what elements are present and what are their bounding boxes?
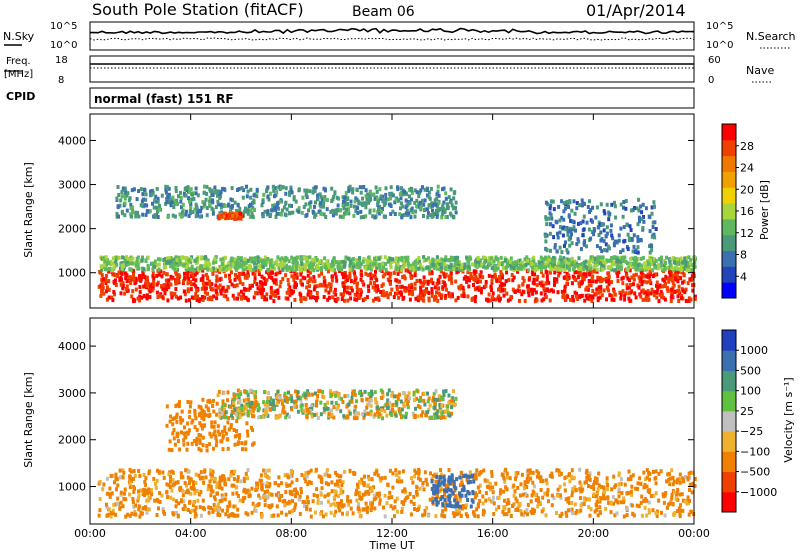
power-colorbar-tick: 8 [740,249,747,262]
cpid-mode: normal (fast) 151 RF [94,92,234,106]
power-colorbar-swatch [722,171,736,188]
noise-left-tick-bottom: 10^0 [50,40,77,51]
x-tick-label: 00:00 [74,527,106,540]
velocity-ytick-label: 1000 [58,481,86,494]
freq-label-1: Freq. [6,56,31,67]
velocity-colorbar-tick: −500 [740,466,770,479]
x-tick-label: 16:00 [477,527,509,540]
noise-right-tick-bottom: 10^0 [706,40,733,51]
power-ytick-label: 4000 [58,134,86,147]
power-colorbar-swatch [722,187,736,204]
power-colorbar-tick: 20 [740,183,754,196]
power-colorbar-swatch [722,234,736,252]
station-title: South Pole Station (fitACF) [92,0,304,19]
power-colorbar-swatch [722,203,736,220]
power-colorbar-tick: 4 [740,270,747,283]
power-colorbar: 4 8 12 16 20 24 28 [721,123,754,299]
power-band-0 [97,268,697,304]
power-ylabel: Slant Range [km] [22,162,35,258]
date-label: 01/Apr/2014 [586,1,686,20]
noise-left-tick-top: 10^5 [50,21,77,32]
x-tick-label: 08:00 [275,527,307,540]
freq-right-tick-top: 60 [708,55,721,66]
velocity-colorbar-label: Velocity [m s⁻¹] [782,377,795,462]
velocity-colorbar-swatch [722,410,736,432]
x-axis-label: Time UT [368,539,414,552]
velocity-colorbar-tick: 25 [740,405,754,418]
power-band-3 [217,211,244,221]
velocity-colorbar-tick: −1000 [740,486,777,499]
velocity-band-0 [97,467,697,519]
velocity-colorbar-swatch [722,350,736,371]
power-colorbar-tick: 24 [740,162,754,175]
noise-right-label: N.Search [746,30,796,43]
velocity-colorbar-swatch [722,330,736,351]
power-colorbar-swatch [722,250,736,267]
freq-panel-frame [89,55,695,83]
velocity-colorbar-tick: −100 [740,445,770,458]
power-band-2 [115,184,458,220]
velocity-colorbar-tick: 500 [740,364,761,377]
power-colorbar-swatch [722,155,736,172]
velocity-colorbar-tick: −25 [740,425,763,438]
power-band-1 [99,255,697,273]
velocity-ytick-label: 4000 [58,340,86,353]
velocity-colorbar-swatch [722,431,736,452]
power-colorbar-tick: 16 [740,205,754,218]
velocity-band-2 [216,388,458,421]
velocity-ytick-label: 2000 [58,434,86,447]
power-colorbar-swatch [722,218,736,236]
velocity-ytick-label: 3000 [58,387,86,400]
power-heatmap [97,184,697,304]
noise-right-tick-top: 10^5 [706,21,733,32]
noise-search-trace [89,37,695,41]
freq-label-2: [MHz] [4,69,33,80]
beam-label: Beam 06 [352,4,415,20]
velocity-colorbar-swatch [722,390,736,412]
power-colorbar-swatch [722,266,736,283]
velocity-colorbar-tick: 100 [740,385,761,398]
freq-left-tick-top: 18 [55,55,68,66]
power-ytick-label: 1000 [58,267,86,280]
velocity-colorbar-swatch [722,471,736,493]
power-ytick-label: 3000 [58,179,86,192]
power-colorbar-swatch [722,282,736,299]
power-ytick-label: 2000 [58,223,86,236]
cpid-panel-frame [89,87,695,109]
velocity-colorbar-swatch [722,451,736,473]
velocity-colorbar-swatch [722,491,736,513]
power-colorbar-swatch [722,124,736,141]
x-tick-label: 00:00 [678,527,710,540]
power-colorbar-swatch [722,139,736,157]
power-colorbar-tick: 28 [740,140,754,153]
power-band-4 [543,197,658,255]
freq-left-tick-bottom: 8 [58,75,64,86]
freq-right-tick-bottom: 0 [708,75,714,86]
nave-label: Nave [746,64,774,77]
velocity-colorbar-swatch [722,370,736,392]
cpid-label: CPID [6,90,35,103]
x-tick-label: 20:00 [577,527,609,540]
noise-left-label: N.Sky [3,30,35,43]
power-colorbar-tick: 12 [740,227,754,240]
velocity-colorbar-tick: 1000 [740,344,768,357]
velocity-colorbar: 1000 500 100 25 −25 −100 −500 −1000 [721,329,777,513]
x-tick-label: 04:00 [175,527,207,540]
noise-sky-trace [90,27,695,35]
velocity-ylabel: Slant Range [km] [22,372,35,468]
noise-panel-frame [89,21,695,51]
x-tick-label: 12:00 [376,527,408,540]
power-colorbar-label: Power [dB] [758,180,771,240]
velocity-heatmap [97,388,697,519]
velocity-band-3 [430,473,476,509]
